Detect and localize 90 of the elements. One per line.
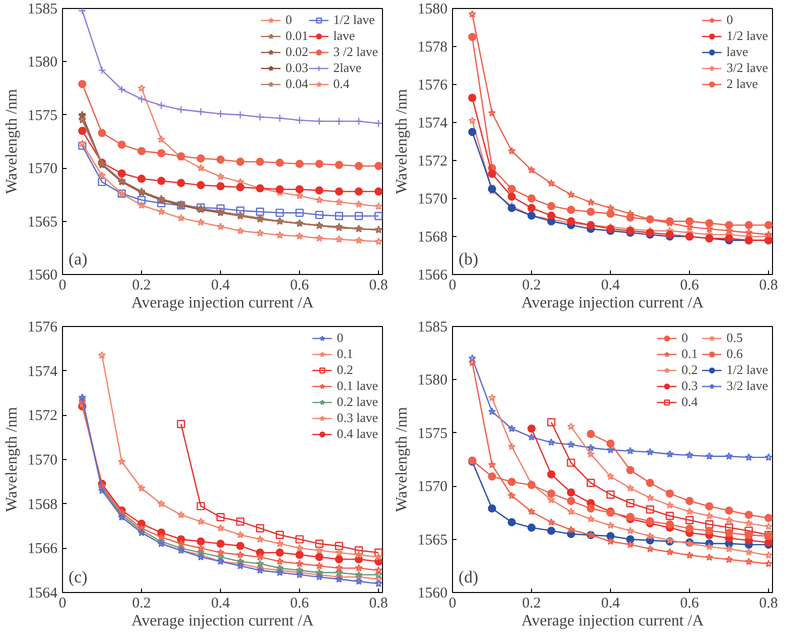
y-tick-label: 1570 [28,161,58,178]
y-axis-title: Wavelength /nm [4,406,20,512]
annotation: (b) [458,250,478,268]
legend-label: 1/2 lave [726,362,768,378]
legend-label: 2lave [333,60,362,76]
y-tick-label: 1564 [28,586,58,602]
legend-label: 0.03 [285,60,308,76]
y-tick-label: 1570 [418,192,448,208]
x-tick-label: 0.4 [211,596,230,612]
legend-label: 0 [285,12,293,28]
legend-label: 0.01 [285,28,308,44]
x-tick-label: 0.8 [369,596,388,612]
y-tick-label: 1574 [418,116,448,132]
y-tick-label: 1568 [418,230,448,246]
y-axis-title: Wavelength /nm [394,406,410,512]
y-tick-label: 1578 [418,40,448,56]
legend-label: 0.1 [681,346,699,362]
x-tick-label: 0.8 [369,278,388,294]
x-tick-label: 0.2 [522,596,541,612]
legend-label: 0.1 lave [336,378,378,394]
x-tick-label: 0 [58,278,66,294]
x-axis-title: Average injection current /A [131,612,314,630]
legend-label: 0.4 [681,394,699,410]
legend-label: 0.4 lave [336,426,378,442]
y-tick-label: 1585 [28,2,58,18]
y-tick-label: 1575 [418,426,448,442]
legend-label: 3/2 lave [726,60,768,76]
legend-label: lave [726,44,748,60]
y-tick-label: 1565 [418,532,448,548]
y-tick-label: 1576 [28,320,58,336]
y-tick-label: 1560 [28,268,58,284]
y-tick-label: 1580 [418,372,448,389]
x-tick-label: 0 [448,596,456,612]
x-tick-label: 0.6 [680,596,700,612]
y-tick-label: 1566 [28,541,58,558]
legend-label: 1/2 lave [726,28,768,44]
x-tick-label: 0.6 [290,596,310,612]
legend-label: 0 [726,12,734,28]
y-tick-label: 1574 [28,364,58,380]
x-tick-label: 0.2 [522,278,541,294]
legend-label: 0.5 [726,330,744,346]
legend-label: 0 [681,330,689,346]
x-tick-label: 0.4 [601,278,620,294]
y-tick-label: 1572 [28,408,58,424]
legend-label: 0.3 [681,378,699,394]
y-tick-label: 1565 [28,214,58,230]
annotation: (d) [458,568,478,586]
x-tick-label: 0 [448,278,456,294]
x-axis-title: Average injection current /A [131,294,314,312]
y-tick-label: 1580 [418,2,448,18]
legend-label: 0 [336,330,344,346]
y-tick-label: 1580 [28,54,58,71]
legend-label: 0.04 [285,76,308,92]
x-axis-title: Average injection current /A [521,612,704,630]
x-tick-label: 0.2 [132,596,151,612]
y-tick-label: 1575 [28,108,58,124]
y-tick-label: 1566 [418,268,448,284]
legend-label: 0.2 [681,362,699,378]
legend-label: 0.2 [336,362,354,378]
legend-label: 3 /2 lave [333,44,378,60]
legend-label: 0.2 lave [336,394,378,410]
legend-label: 0.02 [285,44,308,60]
y-axis-title: Wavelength /nm [4,88,20,194]
annotation: (a) [68,250,88,268]
x-tick-label: 0.8 [759,278,778,294]
y-axis-title: Wavelength /nm [394,88,410,194]
legend-label: 0.4 [333,76,350,92]
y-tick-label: 1568 [28,496,58,513]
annotation: (c) [68,568,88,586]
y-tick-label: 1585 [418,320,448,336]
y-tick-label: 1576 [418,78,448,94]
legend-label: lave [333,28,355,44]
x-tick-label: 0.6 [290,278,310,294]
legend-label: 3/2 lave [726,378,768,394]
y-tick-label: 1560 [418,586,448,602]
y-tick-label: 1572 [418,154,448,170]
legend-label: 0.3 lave [336,410,378,426]
x-tick-label: 0.8 [759,596,778,612]
legend-label: 1/2 lave [333,12,375,28]
y-tick-label: 1570 [418,479,448,496]
x-tick-label: 0 [58,596,66,612]
x-tick-label: 0.6 [680,278,700,294]
x-tick-label: 0.4 [601,596,620,612]
x-axis-title: Average injection current /A [521,294,704,312]
legend-label: 2 lave [726,76,758,92]
x-tick-label: 0.2 [132,278,151,294]
legend-label: 0.6 [726,346,744,362]
y-tick-label: 1570 [28,452,58,468]
x-tick-label: 0.4 [211,278,230,294]
legend-label: 0.1 [336,346,354,362]
